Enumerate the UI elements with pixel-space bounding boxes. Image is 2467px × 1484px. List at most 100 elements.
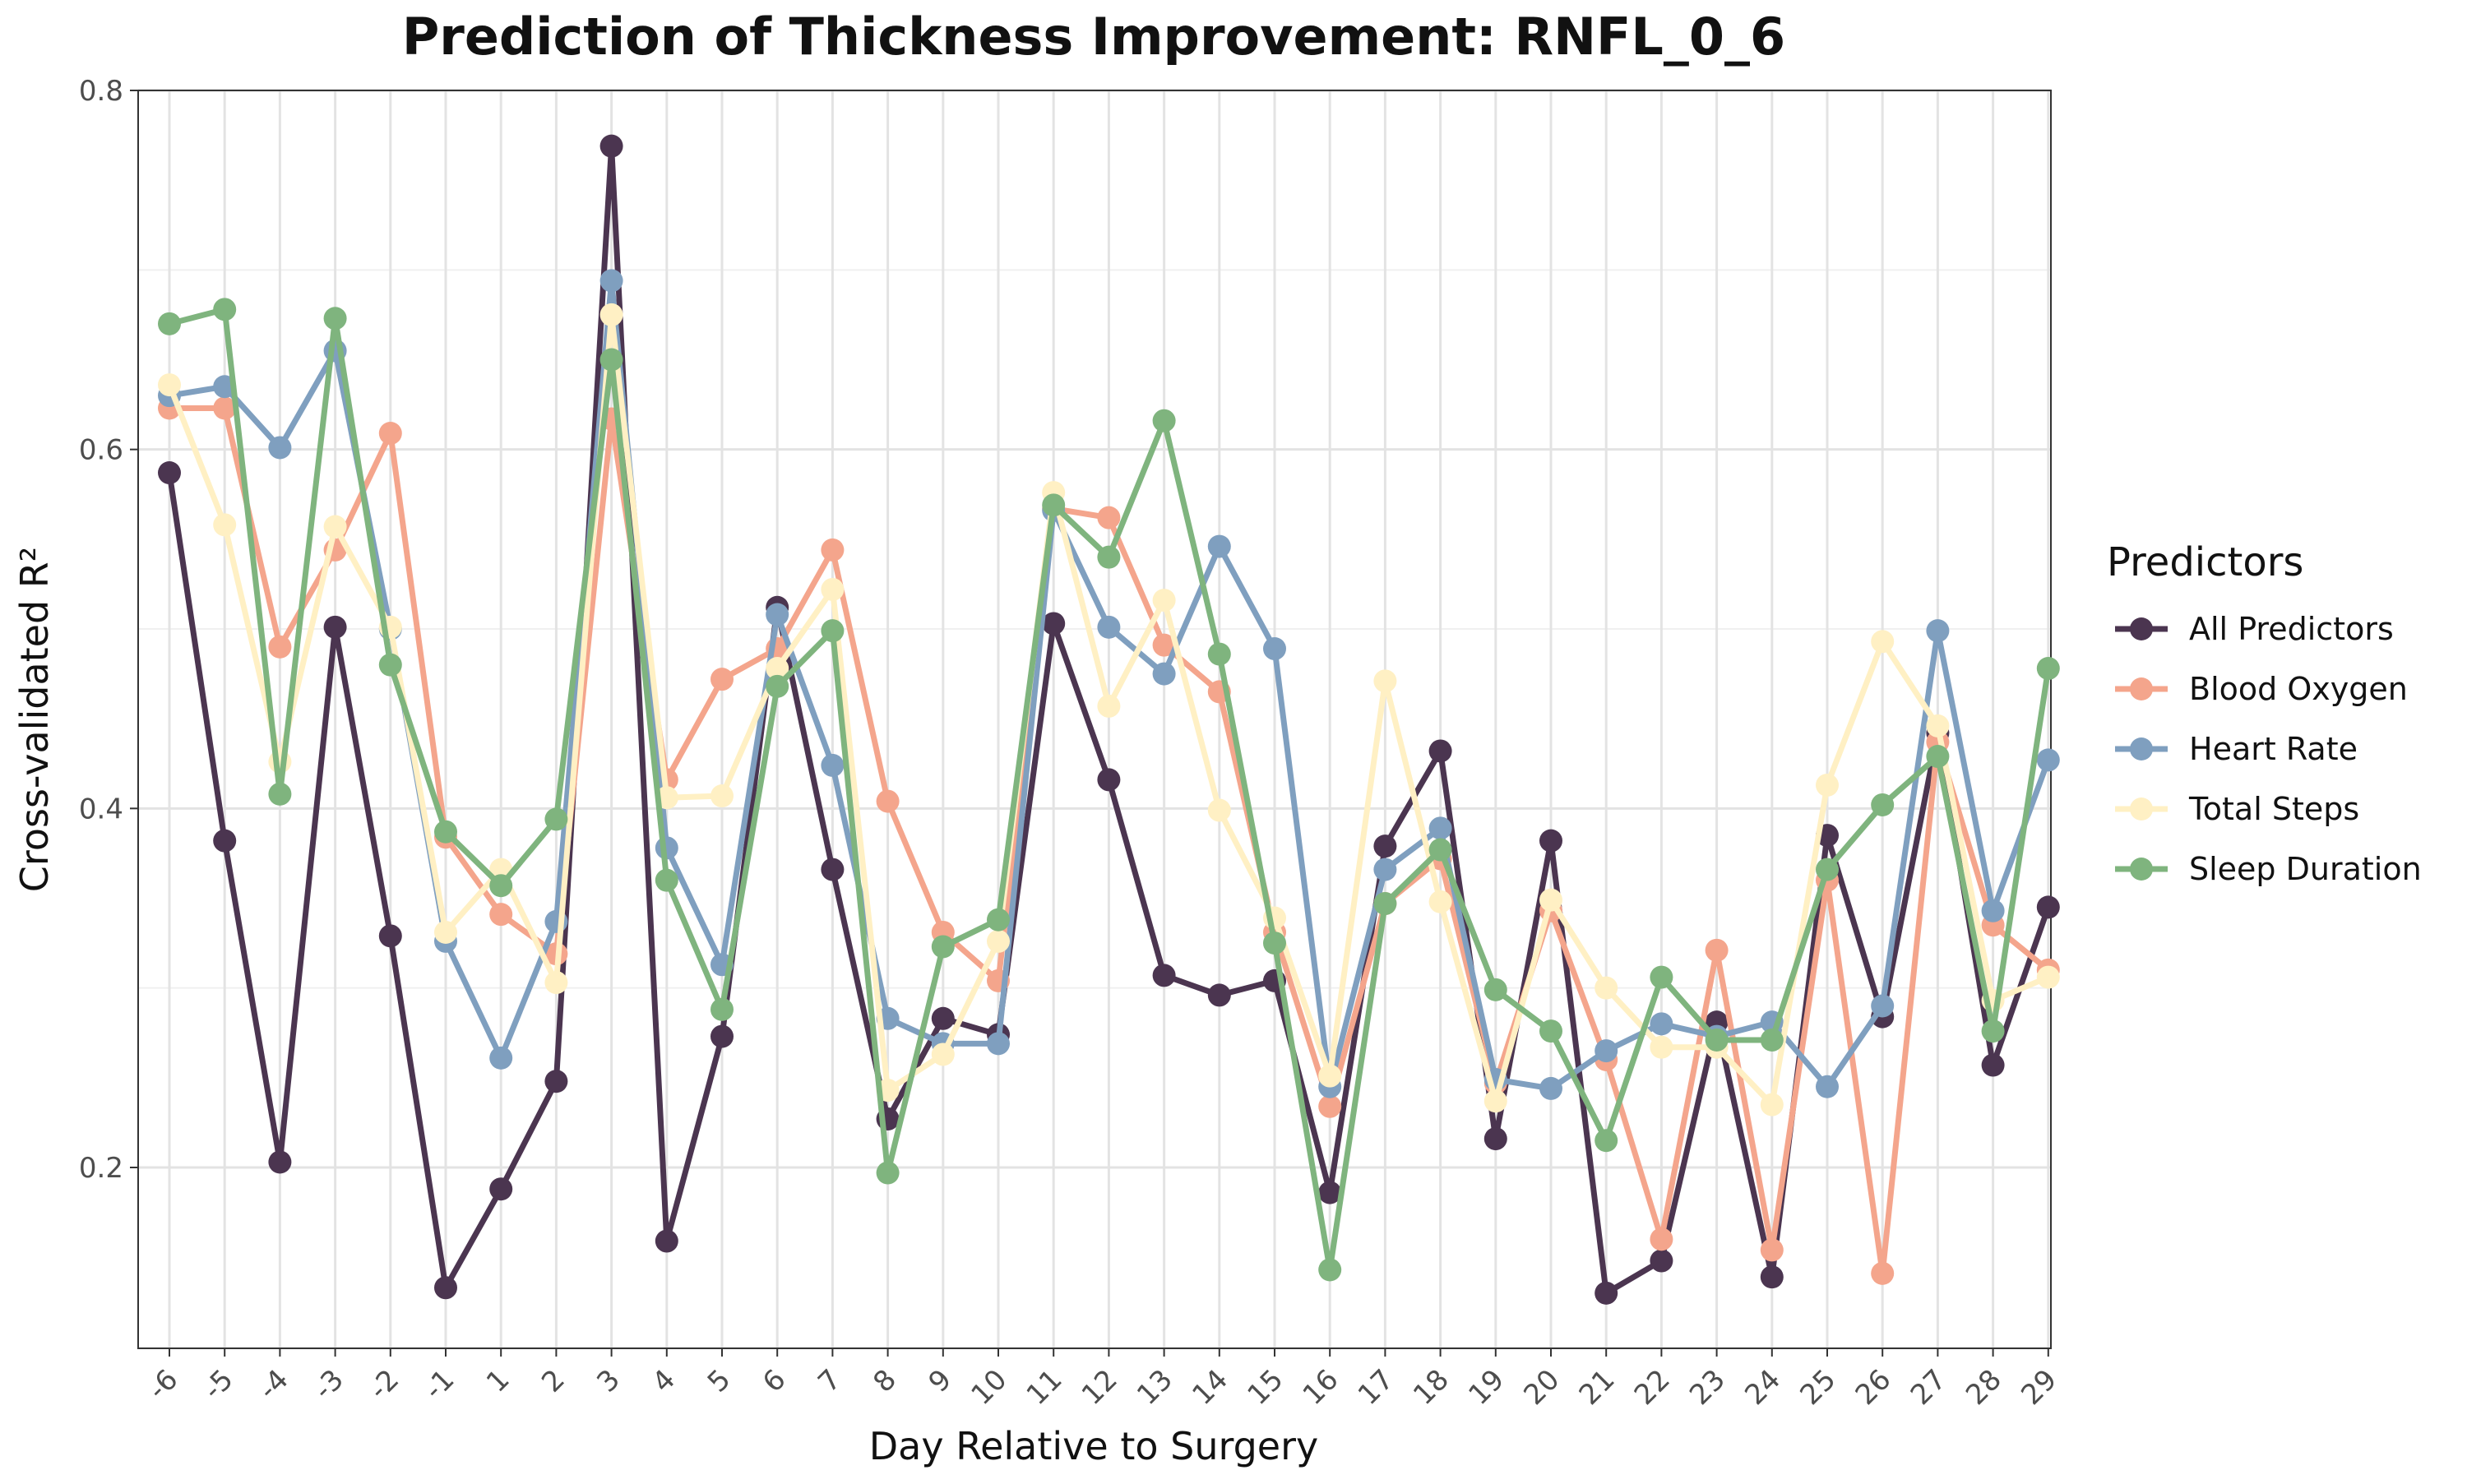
data-point-heart-rate bbox=[1539, 1076, 1562, 1100]
data-point-total-steps bbox=[1926, 714, 1950, 737]
x-tick-label: 5 bbox=[701, 1363, 738, 1399]
data-point-sleep-duration bbox=[434, 820, 457, 844]
data-point-all-predictors bbox=[599, 134, 623, 158]
x-tick-label: 15 bbox=[1241, 1363, 1289, 1412]
data-point-sleep-duration bbox=[1318, 1258, 1342, 1282]
data-point-all-predictors bbox=[1207, 983, 1231, 1007]
chart-title: Prediction of Thickness Improvement: RNF… bbox=[402, 7, 1785, 67]
data-point-sleep-duration bbox=[1152, 409, 1176, 432]
data-point-sleep-duration bbox=[1097, 545, 1121, 569]
x-tick-label: -3 bbox=[308, 1363, 350, 1406]
legend-swatch-point bbox=[2130, 797, 2153, 821]
data-point-blood-oxygen bbox=[1650, 1227, 1673, 1251]
data-point-total-steps bbox=[1483, 1089, 1507, 1113]
data-point-total-steps bbox=[544, 971, 568, 995]
x-tick-label: 8 bbox=[867, 1363, 903, 1399]
data-point-all-predictors bbox=[1981, 1053, 2005, 1077]
data-point-heart-rate bbox=[1428, 816, 1452, 840]
data-point-all-predictors bbox=[710, 1024, 734, 1048]
grid bbox=[138, 89, 2051, 1348]
legend-label: Heart Rate bbox=[2189, 731, 2358, 767]
data-point-total-steps bbox=[1373, 669, 1397, 693]
data-point-total-steps bbox=[1097, 694, 1121, 718]
data-point-all-predictors bbox=[2036, 895, 2060, 919]
data-point-heart-rate bbox=[821, 753, 845, 777]
data-point-sleep-duration bbox=[489, 874, 513, 898]
legend-swatch-point bbox=[2130, 858, 2153, 881]
data-point-total-steps bbox=[1871, 630, 1895, 654]
data-point-sleep-duration bbox=[158, 312, 181, 335]
data-point-blood-oxygen bbox=[378, 422, 402, 446]
data-point-total-steps bbox=[1428, 890, 1452, 913]
data-point-blood-oxygen bbox=[1152, 633, 1176, 657]
data-point-sleep-duration bbox=[1428, 838, 1452, 862]
data-point-sleep-duration bbox=[1595, 1129, 1618, 1153]
data-point-total-steps bbox=[710, 784, 734, 808]
data-point-heart-rate bbox=[1207, 534, 1231, 558]
data-point-sleep-duration bbox=[1871, 793, 1895, 816]
data-point-total-steps bbox=[987, 929, 1010, 953]
data-point-sleep-duration bbox=[1207, 642, 1231, 666]
y-axis-label: Cross-validated R² bbox=[12, 547, 57, 892]
x-tick-label: 3 bbox=[590, 1363, 627, 1399]
data-point-all-predictors bbox=[1760, 1265, 1784, 1289]
data-point-heart-rate bbox=[1097, 615, 1121, 639]
data-point-all-predictors bbox=[1373, 834, 1397, 858]
data-point-total-steps bbox=[599, 303, 623, 326]
data-point-sleep-duration bbox=[987, 908, 1010, 932]
data-point-sleep-duration bbox=[1981, 1019, 2005, 1043]
data-point-sleep-duration bbox=[1816, 858, 1839, 881]
data-point-sleep-duration bbox=[821, 619, 845, 643]
data-point-sleep-duration bbox=[544, 807, 568, 831]
legend: Predictors All Predictors Blood Oxygen Hea… bbox=[2107, 539, 2422, 887]
data-point-heart-rate bbox=[987, 1032, 1010, 1056]
legend-title: Predictors bbox=[2107, 539, 2303, 585]
data-point-blood-oxygen bbox=[1760, 1238, 1784, 1262]
data-point-sleep-duration bbox=[2036, 657, 2060, 681]
legend-item-all-predictors: All Predictors bbox=[2115, 611, 2394, 647]
data-point-all-predictors bbox=[213, 829, 237, 853]
data-point-sleep-duration bbox=[1263, 932, 1286, 955]
data-point-heart-rate bbox=[1981, 899, 2005, 922]
data-point-sleep-duration bbox=[931, 935, 955, 959]
data-point-sleep-duration bbox=[213, 298, 237, 321]
data-point-sleep-duration bbox=[1650, 965, 1673, 989]
data-point-heart-rate bbox=[1263, 637, 1286, 661]
data-point-all-predictors bbox=[655, 1229, 678, 1253]
data-point-all-predictors bbox=[489, 1177, 513, 1201]
data-point-all-predictors bbox=[931, 1006, 955, 1030]
data-point-all-predictors bbox=[1042, 612, 1066, 636]
data-point-heart-rate bbox=[1926, 619, 1950, 643]
x-tick-label: -4 bbox=[252, 1363, 295, 1406]
x-tick-label: 24 bbox=[1738, 1363, 1787, 1412]
data-point-sleep-duration bbox=[1926, 745, 1950, 769]
data-point-total-steps bbox=[1207, 798, 1231, 822]
data-point-sleep-duration bbox=[1705, 1028, 1729, 1052]
data-point-total-steps bbox=[213, 513, 237, 537]
data-point-all-predictors bbox=[158, 461, 181, 485]
x-tick-label: -1 bbox=[418, 1363, 461, 1406]
series-sleep-duration bbox=[158, 298, 2060, 1282]
data-point-sleep-duration bbox=[378, 653, 402, 677]
x-tick-label: 9 bbox=[923, 1363, 959, 1399]
data-point-total-steps bbox=[766, 657, 789, 681]
x-tick-label: 25 bbox=[1794, 1363, 1842, 1412]
x-tick-label: 10 bbox=[965, 1363, 1013, 1412]
x-tick-label: 4 bbox=[646, 1363, 683, 1399]
data-point-all-predictors bbox=[1539, 829, 1562, 853]
x-tick-label: 19 bbox=[1462, 1363, 1511, 1412]
legend-swatch-point bbox=[2130, 617, 2153, 640]
x-axis-label: Day Relative to Surgery bbox=[869, 1424, 1318, 1468]
data-point-blood-oxygen bbox=[1318, 1094, 1342, 1118]
data-point-total-steps bbox=[1816, 773, 1839, 797]
legend-item-sleep-duration: Sleep Duration bbox=[2115, 851, 2422, 887]
data-point-all-predictors bbox=[323, 615, 347, 639]
data-point-all-predictors bbox=[378, 924, 402, 948]
x-tick-label: 13 bbox=[1131, 1363, 1179, 1412]
data-point-all-predictors bbox=[1650, 1249, 1673, 1273]
plot-frame bbox=[137, 90, 2052, 1349]
data-point-all-predictors bbox=[268, 1150, 292, 1174]
legend-label: All Predictors bbox=[2189, 611, 2394, 647]
y-tick-label: 0.8 bbox=[79, 75, 123, 108]
